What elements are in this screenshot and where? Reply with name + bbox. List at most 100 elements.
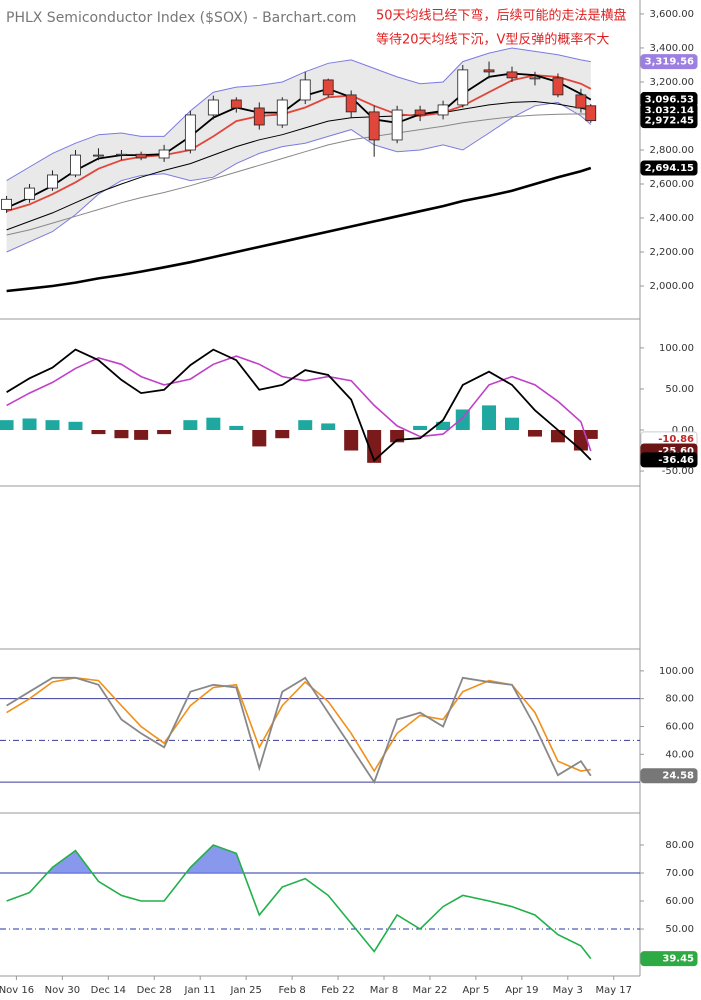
candle-body xyxy=(184,114,196,151)
candle-body xyxy=(135,153,147,159)
x-tick-label: Dec 14 xyxy=(91,985,126,996)
histogram-bar xyxy=(321,423,336,430)
y-tick-label: 3,200.00 xyxy=(649,77,694,88)
histogram-bar xyxy=(482,405,497,430)
value-marker-label: 24.58 xyxy=(662,771,694,782)
candle-body xyxy=(529,77,541,80)
y-tick-label: 100.00 xyxy=(659,343,694,354)
x-tick-label: May 17 xyxy=(595,985,632,996)
value-marker xyxy=(640,54,698,70)
candle-body xyxy=(368,111,380,141)
x-tick-label: Apr 19 xyxy=(505,985,538,996)
y-tick-label: 3,600.00 xyxy=(649,9,694,20)
value-marker-label: 2,972.45 xyxy=(645,116,694,127)
histogram-bar xyxy=(183,420,198,430)
histogram-bar xyxy=(505,417,519,430)
candle-body xyxy=(575,94,587,109)
histogram-bar xyxy=(550,430,565,443)
value-marker xyxy=(640,160,698,176)
annotation: 50天均线已经下弯，后续可能的走法是横盘 xyxy=(376,8,627,24)
candle-body xyxy=(253,107,265,126)
x-tick-label: Apr 5 xyxy=(462,985,489,996)
histogram-bar xyxy=(206,417,221,430)
histogram-bar xyxy=(229,425,244,430)
line xyxy=(6,74,592,213)
value-marker xyxy=(640,113,698,129)
candle-body xyxy=(457,69,469,106)
histogram-bar xyxy=(436,421,451,430)
line xyxy=(6,113,591,236)
line xyxy=(6,676,592,785)
histogram-bar xyxy=(367,430,382,463)
y-tick-label: 2,800.00 xyxy=(649,145,694,156)
band-fill xyxy=(6,48,591,252)
annotation: 等待20天均线下沉，V型反弹的概率不大 xyxy=(376,32,609,48)
y-tick-label: 2,400.00 xyxy=(649,213,694,224)
x-tick-label: Nov 16 xyxy=(0,985,34,996)
candle-body xyxy=(93,154,104,157)
y-tick-label: 50.00 xyxy=(665,924,694,935)
line xyxy=(6,355,592,452)
histogram-bar xyxy=(22,418,37,430)
value-marker xyxy=(640,951,698,967)
histogram-bar xyxy=(252,430,267,447)
candle-body xyxy=(391,109,403,141)
candle-body xyxy=(585,105,597,122)
histogram-bar xyxy=(298,420,313,430)
candle-body xyxy=(437,104,449,116)
value-marker-label: 3,319.56 xyxy=(645,57,694,68)
value-marker-label: 39.45 xyxy=(662,954,694,965)
y-tick-label: 70.00 xyxy=(665,868,694,879)
value-marker-label: 3,096.53 xyxy=(645,95,694,106)
candle-body xyxy=(506,71,518,79)
y-tick-label: 40.00 xyxy=(665,749,694,760)
x-tick-label: Dec 28 xyxy=(137,985,172,996)
histogram-bar xyxy=(275,430,290,439)
x-tick-label: Feb 22 xyxy=(321,985,355,996)
line xyxy=(6,676,591,773)
histogram-bar xyxy=(114,430,129,439)
x-tick-label: Nov 30 xyxy=(45,985,80,996)
chart-title: PHLX Semiconductor Index ($SOX) - Barcha… xyxy=(6,10,356,26)
candle-body xyxy=(322,79,334,96)
value-marker-label: -36.46 xyxy=(658,455,694,466)
x-tick-label: Feb 8 xyxy=(278,985,305,996)
candle-body xyxy=(230,99,242,109)
histogram-bar xyxy=(134,430,149,440)
value-marker-label: -25.60 xyxy=(658,446,694,457)
y-tick-label: 80.00 xyxy=(665,840,694,851)
line xyxy=(6,844,592,960)
y-tick-label: 2,000.00 xyxy=(649,281,694,292)
y-tick-label: 60.00 xyxy=(665,896,694,907)
frame xyxy=(0,0,641,977)
candle-body xyxy=(276,99,288,126)
x-tick-label: Mar 22 xyxy=(413,985,448,996)
x-tick-label: May 3 xyxy=(553,985,583,996)
y-tick-label: 2,600.00 xyxy=(649,179,694,190)
overbought-fill xyxy=(6,845,591,874)
line xyxy=(6,100,591,231)
candle-body xyxy=(414,109,426,116)
line xyxy=(6,348,592,462)
candle-body xyxy=(158,149,170,159)
histogram-bar xyxy=(45,420,60,430)
candle-body xyxy=(345,94,357,113)
histogram-bar xyxy=(0,420,14,430)
value-marker xyxy=(640,768,698,784)
value-marker-label: 3,032.14 xyxy=(645,106,694,117)
value-marker-label: 2,694.15 xyxy=(645,163,694,174)
histogram-bar xyxy=(91,430,106,435)
y-tick-label: 0.00 xyxy=(672,425,694,436)
candle-body xyxy=(47,174,58,189)
candle-body xyxy=(1,198,12,210)
x-tick-label: Mar 8 xyxy=(370,985,398,996)
x-tick-label: Jan 25 xyxy=(229,985,261,996)
histogram-bar xyxy=(413,425,428,430)
histogram-bar xyxy=(583,430,598,439)
y-tick-label: -50.00 xyxy=(662,466,694,477)
candle-body xyxy=(483,69,495,73)
y-tick-label: 100.00 xyxy=(659,666,694,677)
candle-body xyxy=(70,154,81,176)
histogram-bar xyxy=(527,430,542,437)
